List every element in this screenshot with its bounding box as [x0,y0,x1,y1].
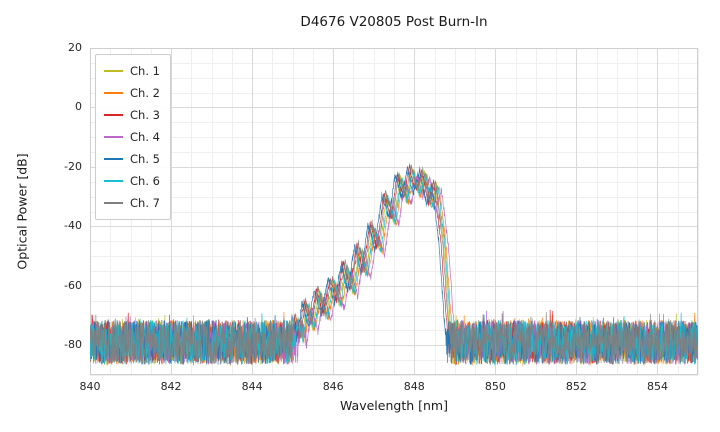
legend-line-swatch [104,158,123,160]
legend-item: Ch. 6 [104,170,160,192]
legend-item: Ch. 1 [104,60,160,82]
x-tick-label: 844 [241,380,263,393]
x-tick-label: 850 [484,380,506,393]
legend-label: Ch. 1 [130,64,160,78]
y-tick-label: 0 [75,100,82,114]
legend-label: Ch. 4 [130,130,160,144]
chart-title: D4676 V20805 Post Burn-In [300,14,488,30]
y-tick-label: -20 [64,159,82,173]
legend-line-swatch [104,70,123,72]
x-axis-label: Wavelength [nm] [340,398,448,413]
legend-line-swatch [104,180,123,182]
x-tick-label: 854 [646,380,668,393]
y-tick-label: -80 [64,338,82,352]
x-tick-label: 846 [322,380,344,393]
legend-label: Ch. 5 [130,152,160,166]
legend-item: Ch. 4 [104,126,160,148]
y-tick-label: -40 [64,219,82,233]
legend-label: Ch. 6 [130,174,160,188]
legend: Ch. 1 Ch. 2 Ch. 3 Ch. 4 Ch. 5 Ch. 6 Ch. 7 [95,54,171,220]
legend-line-swatch [104,114,123,116]
x-tick-label: 848 [403,380,425,393]
legend-item: Ch. 2 [104,82,160,104]
legend-item: Ch. 3 [104,104,160,126]
y-tick-label: 20 [68,41,82,54]
y-tick-label: -60 [64,278,82,292]
legend-label: Ch. 7 [130,196,160,210]
legend-label: Ch. 3 [130,108,160,122]
legend-item: Ch. 7 [104,192,160,214]
y-axis-label: Optical Power [dB] [14,153,30,270]
legend-line-swatch [104,136,123,138]
legend-line-swatch [104,202,123,204]
x-tick-label: 842 [160,380,182,393]
legend-item: Ch. 5 [104,148,160,170]
x-tick-label: 852 [565,380,587,393]
legend-label: Ch. 2 [130,86,160,100]
x-tick-label: 840 [79,380,101,393]
legend-line-swatch [104,92,123,94]
